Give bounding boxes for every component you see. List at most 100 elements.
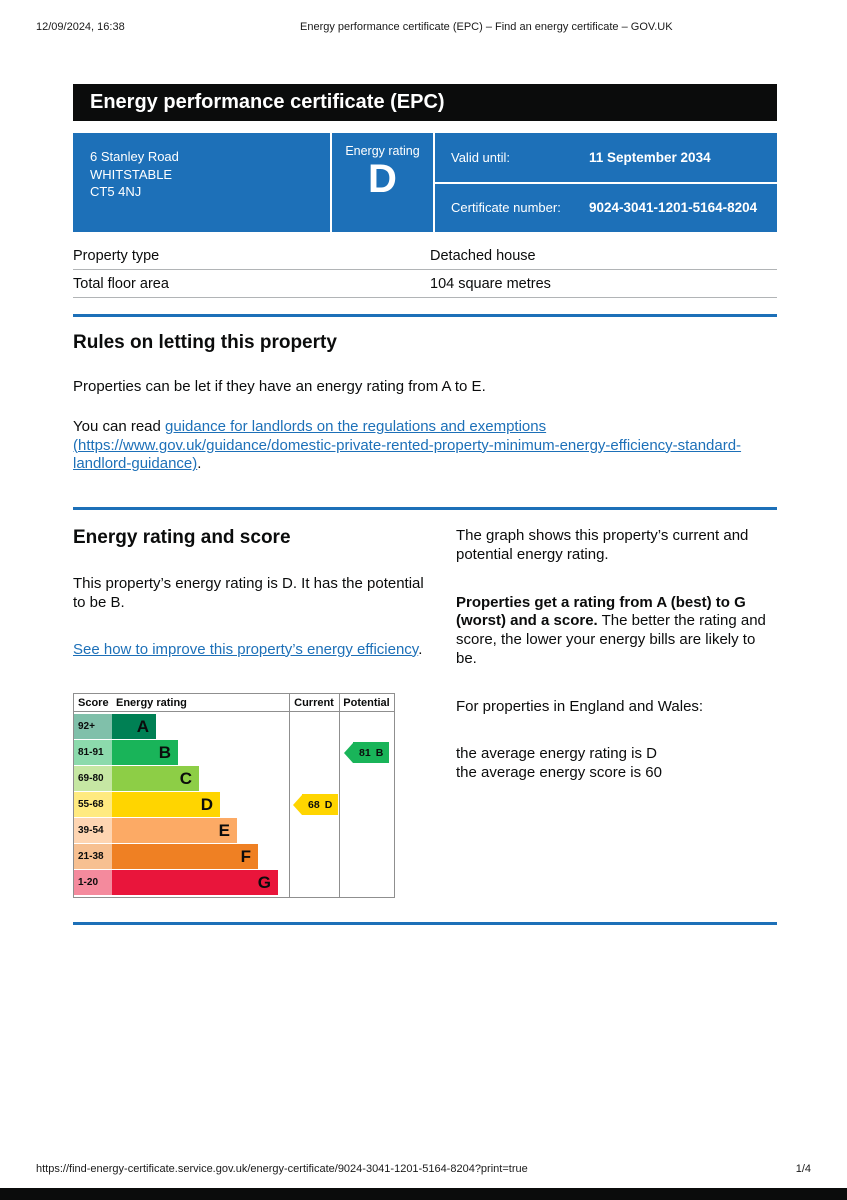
rating-scale-rest: The better the rating and score, the low…: [456, 612, 766, 667]
certificate-number-value: 9024-3041-1201-5164-8204: [589, 200, 758, 216]
potential-rating-tag: 81 B: [353, 742, 390, 764]
band-letter: B: [158, 742, 171, 762]
epc-band-row: 55-68 D: [74, 792, 394, 818]
england-wales-paragraph: For properties in England and Wales:: [456, 697, 704, 715]
marker-arrow-icon: [344, 742, 353, 763]
rules-paragraph-2: You can read guidance for landlords on t…: [73, 418, 777, 474]
marker-arrow-icon: [293, 794, 302, 815]
epc-chart-header: Score Energy rating Current Potential: [74, 694, 394, 713]
energy-rating-label: Energy rating: [345, 144, 420, 158]
certificate-number-label: Certificate number:: [451, 200, 561, 216]
epc-rating-chart: Score Energy rating Current Potential 68…: [73, 693, 395, 899]
section-divider: [73, 922, 777, 926]
current-rating-tag: 68 D: [302, 794, 339, 816]
total-floor-area-value: 104 square metres: [430, 275, 551, 292]
chart-column-divider: [339, 694, 340, 898]
address-line-2: WHITSTABLE: [90, 166, 173, 182]
average-rating-line: the average energy rating is D: [456, 745, 657, 763]
rules-paragraph-2-prefix: You can read: [73, 417, 166, 435]
energy-rating-value: D: [368, 157, 397, 201]
epc-band-row: 39-54 E: [74, 818, 394, 844]
table-row: Property type Detached house: [73, 242, 777, 270]
band-letter: C: [179, 768, 192, 788]
epc-band-row: 81-91 B: [74, 740, 394, 766]
valid-until-row: Valid until: 11 September 2034: [435, 133, 777, 184]
rating-section-heading: Energy rating and score: [73, 527, 291, 548]
potential-score: 81: [359, 746, 371, 759]
band-score-label: 39-54: [74, 818, 112, 844]
column-header-potential: Potential: [343, 697, 390, 710]
band-letter: F: [240, 846, 251, 866]
band-bar: C: [112, 766, 199, 792]
rating-left-column: Energy rating and score This property’s …: [73, 527, 433, 899]
energy-rating-cell: Energy rating D: [330, 133, 435, 232]
section-divider: [73, 507, 777, 510]
certificate-page: Energy performance certificate (EPC) 6 S…: [73, 84, 777, 926]
improve-paragraph: See how to improve this property’s energ…: [73, 641, 433, 660]
potential-letter: B: [375, 746, 384, 759]
band-bar: A: [112, 714, 156, 740]
landlord-guidance-link[interactable]: guidance for landlords on the regulation…: [73, 418, 741, 473]
improve-efficiency-link[interactable]: See how to improve this property’s energ…: [73, 640, 419, 658]
band-score-label: 55-68: [74, 792, 112, 818]
page-title-banner: Energy performance certificate (EPC): [73, 84, 777, 121]
column-header-score: Score: [78, 697, 109, 710]
current-rating-marker: 68 D: [293, 794, 339, 816]
rating-right-column: The graph shows this property’s current …: [456, 527, 777, 898]
property-address: 6 Stanley Road WHITSTABLE CT5 4NJ: [73, 133, 330, 232]
average-score-line: the average energy score is 60: [456, 764, 662, 781]
rules-paragraph-2-suffix: .: [197, 455, 202, 473]
section-divider: [73, 314, 777, 317]
band-bar: D: [112, 792, 220, 818]
potential-rating-marker: 81 B: [344, 742, 390, 764]
energy-rating-section: Energy rating and score This property’s …: [73, 527, 777, 899]
band-bar: F: [112, 844, 258, 870]
table-row: Total floor area 104 square metres: [73, 270, 777, 298]
band-score-label: 21-38: [74, 844, 112, 870]
epc-band-row: 69-80 C: [74, 766, 394, 792]
averages-paragraph: the average energy rating is D the avera…: [456, 745, 777, 783]
rules-section-heading: Rules on letting this property: [73, 332, 337, 353]
band-letter: D: [200, 794, 213, 814]
print-page-number: 1/4: [795, 1163, 811, 1175]
epc-band-row: 92+ A: [74, 714, 394, 740]
page-title: Energy performance certificate (EPC): [90, 91, 445, 113]
column-header-current: Current: [294, 697, 334, 710]
next-page-banner-edge: [0, 1188, 847, 1200]
epc-band-row: 1-20 G: [74, 870, 394, 896]
valid-until-label: Valid until:: [451, 149, 511, 165]
current-letter: D: [324, 798, 333, 811]
address-line-1: 6 Stanley Road: [90, 149, 179, 164]
band-letter: A: [136, 716, 149, 736]
rating-summary-paragraph: This property’s energy rating is D. It h…: [73, 575, 424, 611]
band-score-label: 1-20: [74, 870, 112, 896]
column-header-energy-rating: Energy rating: [116, 697, 187, 710]
landlord-guidance-link-url[interactable]: (https://www.gov.uk/guidance/domestic-pr…: [73, 436, 742, 473]
band-score-label: 92+: [74, 714, 112, 740]
rating-scale-paragraph: Properties get a rating from A (best) to…: [456, 594, 777, 669]
certificate-meta: Valid until: 11 September 2034 Certifica…: [435, 133, 777, 232]
print-header-doc-title: Energy performance certificate (EPC) – F…: [300, 21, 673, 33]
epc-band-row: 21-38 F: [74, 844, 394, 870]
rating-scale-bold: Properties get a rating from A (best) to…: [456, 593, 746, 630]
improve-paragraph-suffix: .: [418, 640, 423, 658]
graph-explainer-paragraph: The graph shows this property’s current …: [456, 527, 749, 563]
property-type-value: Detached house: [430, 247, 536, 264]
band-letter: E: [218, 820, 230, 840]
chart-column-divider: [289, 694, 290, 898]
certificate-summary-box: 6 Stanley Road WHITSTABLE CT5 4NJ Energy…: [73, 133, 777, 232]
landlord-guidance-link-text[interactable]: guidance for landlords on the regulation…: [165, 417, 547, 435]
total-floor-area-label: Total floor area: [73, 275, 169, 292]
band-letter: G: [257, 872, 271, 892]
address-line-3: CT5 4NJ: [90, 184, 142, 200]
rules-paragraph-1: Properties can be let if they have an en…: [73, 378, 486, 395]
current-score: 68: [308, 798, 320, 811]
band-bar: G: [112, 870, 278, 896]
band-score-label: 69-80: [74, 766, 112, 792]
valid-until-value: 11 September 2034: [589, 149, 711, 165]
band-bar: B: [112, 740, 178, 766]
certificate-number-row: Certificate number: 9024-3041-1201-5164-…: [435, 184, 777, 233]
print-header-datetime: 12/09/2024, 16:38: [36, 21, 125, 33]
epc-chart-rows: 68 D 81 B 92+ A 81-91 B 69-80 C 55-68 D 39-54 E 21-3…: [74, 712, 394, 897]
property-type-label: Property type: [73, 247, 160, 264]
